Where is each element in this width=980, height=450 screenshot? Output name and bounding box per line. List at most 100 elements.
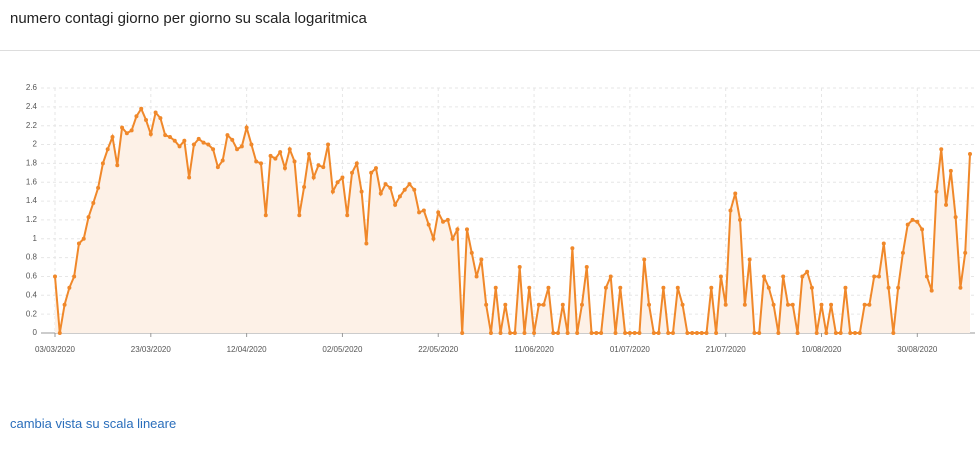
point xyxy=(201,140,206,145)
point xyxy=(402,187,407,192)
y-tick-label: 0.6 xyxy=(26,272,38,281)
point xyxy=(647,302,652,307)
point xyxy=(445,217,450,222)
point xyxy=(809,285,814,290)
point xyxy=(258,161,263,166)
point xyxy=(81,236,86,241)
point xyxy=(920,227,925,232)
point xyxy=(723,302,728,307)
x-tick-label: 22/05/2020 xyxy=(418,345,459,354)
point xyxy=(833,331,838,335)
x-tick-label: 02/05/2020 xyxy=(322,345,363,354)
point xyxy=(67,285,72,290)
point xyxy=(953,215,958,220)
y-tick-label: 2.6 xyxy=(26,83,38,92)
point xyxy=(527,285,532,290)
point xyxy=(790,302,795,307)
point xyxy=(905,222,910,227)
point xyxy=(484,302,489,307)
point xyxy=(532,331,537,335)
point xyxy=(115,163,120,168)
point xyxy=(733,191,738,196)
point xyxy=(359,189,364,194)
point xyxy=(963,250,968,255)
point xyxy=(757,331,762,335)
point xyxy=(96,185,101,190)
point xyxy=(958,285,963,290)
point xyxy=(685,331,690,335)
point xyxy=(742,302,747,307)
point xyxy=(948,168,953,173)
point xyxy=(239,144,244,149)
area xyxy=(55,108,970,333)
chart: 0 0.2 0.4 0.6 0.8 1 1.2 1.4 1.6 1.8 2 2.2 2.4 2.6 03/0… xyxy=(26,83,975,354)
point xyxy=(584,265,589,270)
point xyxy=(546,285,551,290)
point xyxy=(278,150,283,155)
point xyxy=(225,133,230,138)
y-tick-label: 1.8 xyxy=(26,158,38,167)
point xyxy=(642,257,647,262)
point xyxy=(551,331,556,335)
point xyxy=(929,288,934,293)
point xyxy=(330,189,335,194)
point xyxy=(508,331,513,335)
point xyxy=(407,182,412,187)
x-tick-label: 23/03/2020 xyxy=(131,345,172,354)
point xyxy=(752,331,757,335)
point xyxy=(661,285,666,290)
x-tick-label: 30/08/2020 xyxy=(897,345,938,354)
y-tick-label: 2.2 xyxy=(26,121,38,130)
point xyxy=(282,166,287,171)
point xyxy=(599,331,604,335)
point xyxy=(498,331,503,335)
point xyxy=(187,175,192,180)
y-tick-label: 0.2 xyxy=(26,309,38,318)
point xyxy=(460,331,465,335)
point xyxy=(781,274,786,279)
point xyxy=(455,227,460,232)
point xyxy=(872,274,877,279)
point xyxy=(172,138,177,143)
point xyxy=(287,147,292,152)
point xyxy=(211,147,216,152)
point xyxy=(163,133,168,138)
point xyxy=(900,250,905,255)
switch-scale-link[interactable]: cambia vista su scala lineare xyxy=(10,416,177,431)
y-tick-label: 0.8 xyxy=(26,253,38,262)
point xyxy=(479,257,484,262)
point xyxy=(762,274,767,279)
point xyxy=(297,213,302,218)
point xyxy=(124,131,129,136)
point xyxy=(819,302,824,307)
point xyxy=(795,331,800,335)
point xyxy=(618,285,623,290)
x-tick-label: 11/06/2020 xyxy=(514,345,554,354)
point xyxy=(431,236,436,241)
point xyxy=(853,331,858,335)
point xyxy=(924,274,929,279)
point xyxy=(167,135,172,139)
point xyxy=(632,331,637,335)
point xyxy=(206,142,211,147)
point xyxy=(896,285,901,290)
point xyxy=(881,241,886,246)
point xyxy=(426,222,431,227)
point xyxy=(829,302,834,307)
point xyxy=(939,147,944,152)
point xyxy=(934,189,939,194)
point xyxy=(766,285,771,290)
point xyxy=(326,142,331,147)
point xyxy=(273,156,278,161)
point xyxy=(771,302,776,307)
point xyxy=(436,210,441,215)
point xyxy=(915,219,920,224)
point xyxy=(800,274,805,279)
point xyxy=(694,331,699,335)
y-tick-label: 0 xyxy=(33,328,38,337)
point xyxy=(680,302,685,307)
point xyxy=(292,159,297,164)
x-tick-label: 03/03/2020 xyxy=(35,345,76,354)
point xyxy=(311,175,316,180)
point xyxy=(857,331,862,335)
